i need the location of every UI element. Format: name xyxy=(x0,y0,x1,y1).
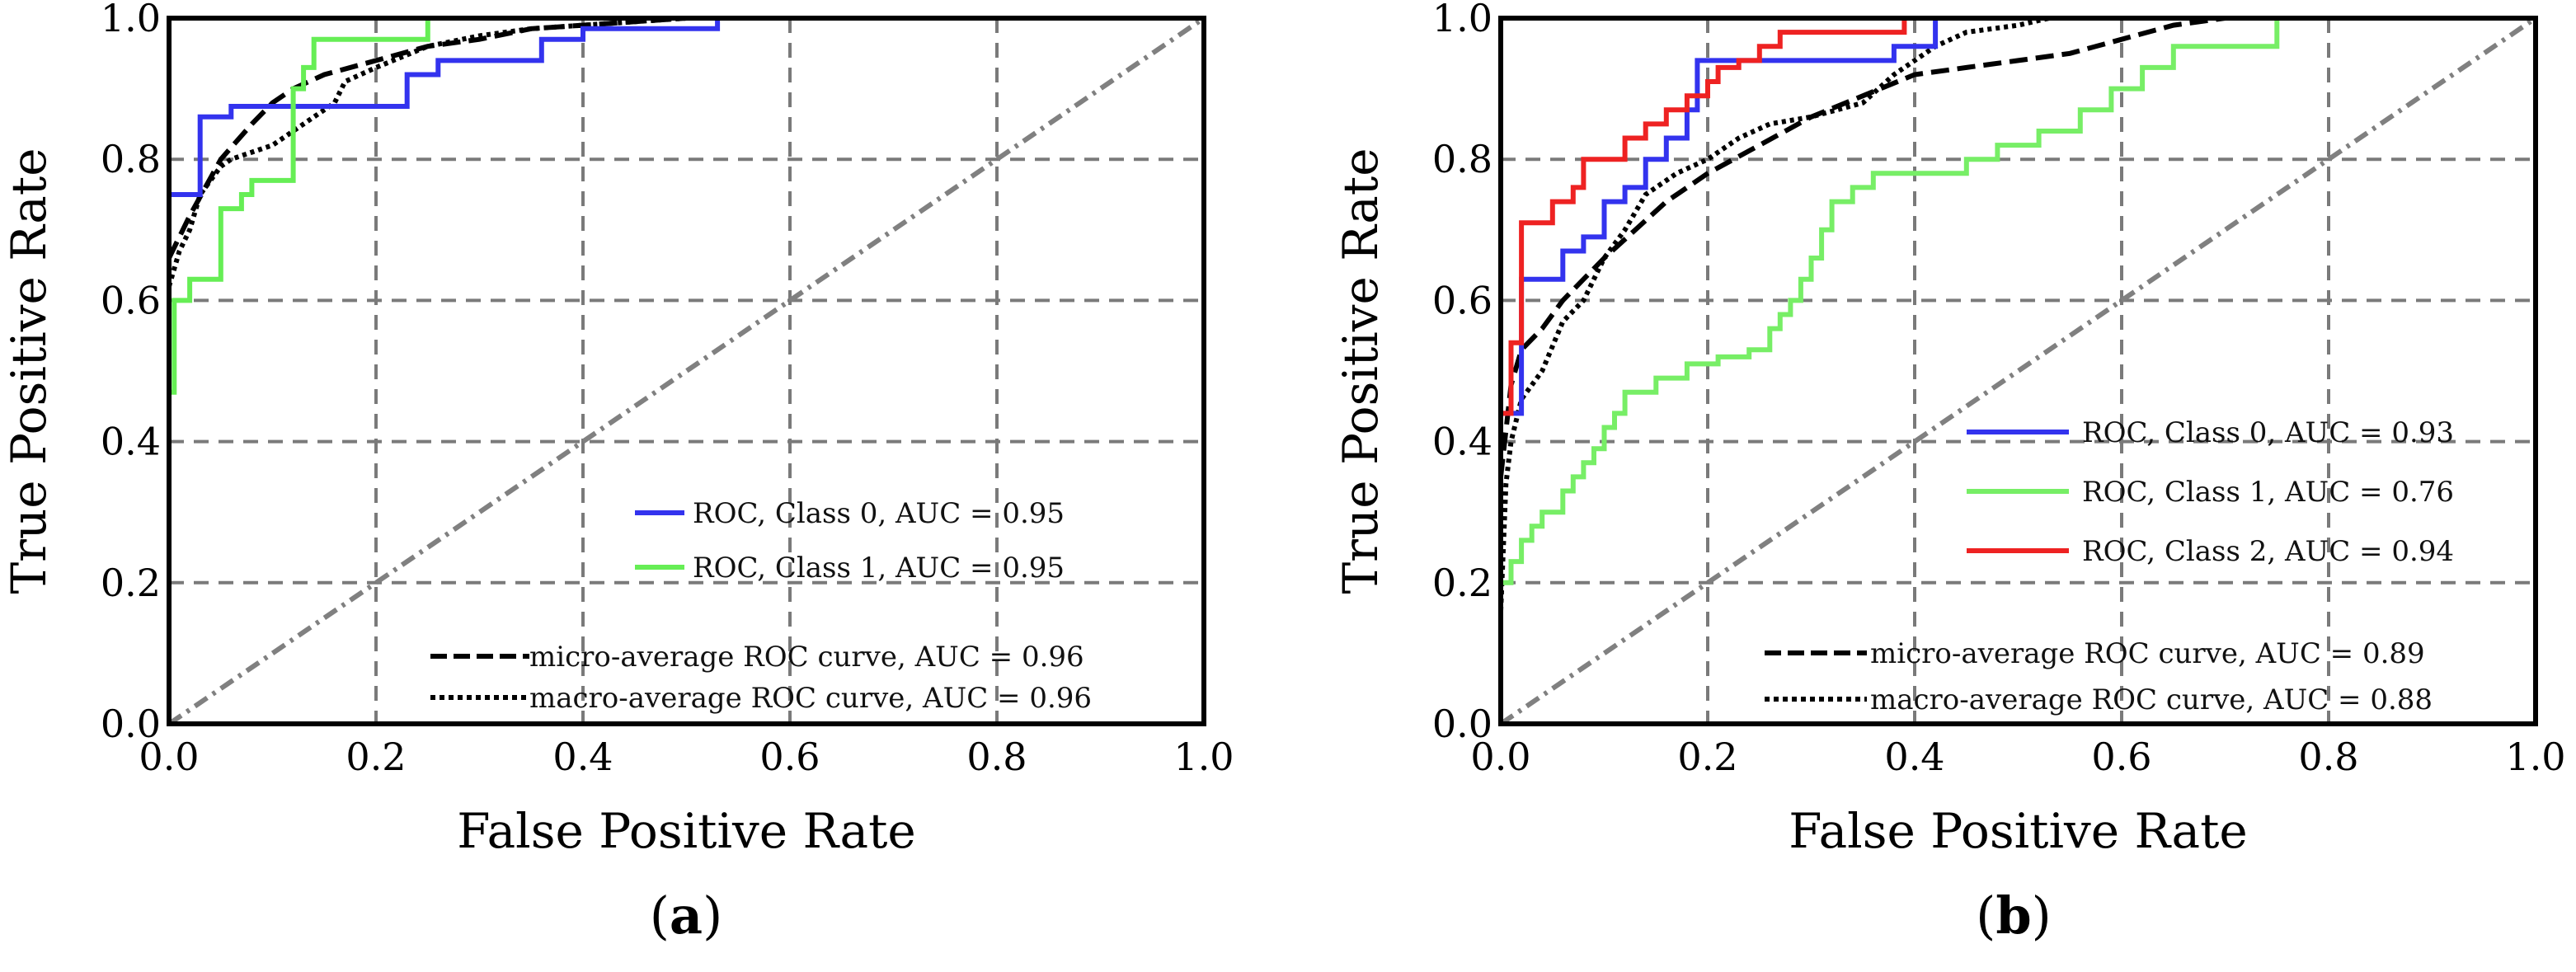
panel-caption: (b) xyxy=(1976,885,2052,946)
caption-letter: a xyxy=(670,885,703,946)
y-tick-label: 0.6 xyxy=(101,278,161,322)
x-tick-label: 0.8 xyxy=(966,735,1027,779)
roc-curve-2 xyxy=(1501,16,1936,724)
legend-label: ROC, Class 1, AUC = 0.95 xyxy=(693,552,1065,585)
x-tick-label: 0.4 xyxy=(552,735,613,779)
caption-paren-close: ) xyxy=(2032,885,2052,946)
roc-curve-3 xyxy=(1501,16,2226,477)
plot-frame xyxy=(167,16,1206,726)
roc-curve-0 xyxy=(169,18,721,724)
y-axis-label: True Positive Rate xyxy=(1,148,57,594)
roc-curve-4 xyxy=(1501,16,2050,612)
legend-label: ROC, Class 0, AUC = 0.93 xyxy=(2082,416,2454,449)
y-tick-label: 0.4 xyxy=(101,420,161,464)
legend-label: micro-average ROC curve, AUC = 0.89 xyxy=(1870,637,2425,670)
x-tick-label: 1.0 xyxy=(2505,735,2565,779)
y-tick-label: 0.0 xyxy=(1432,702,1492,746)
x-tick-label: 0.0 xyxy=(139,735,199,779)
roc-curve-1 xyxy=(1501,18,2280,724)
y-tick-label: 1.0 xyxy=(1432,0,1492,40)
panel-caption: (a) xyxy=(650,885,723,946)
legend: ROC, Class 0, AUC = 0.93 ROC, Class 1, AU… xyxy=(1765,416,2454,716)
y-axis-label: True Positive Rate xyxy=(1333,148,1389,594)
y-tick-label: 0.4 xyxy=(1432,420,1492,464)
x-tick-label: 0.6 xyxy=(2091,735,2151,779)
legend-label: macro-average ROC curve, AUC = 0.88 xyxy=(1870,683,2433,716)
chance-diagonal-line xyxy=(169,16,1204,724)
x-axis-label: False Positive Rate xyxy=(457,803,915,859)
y-tick-label: 1.0 xyxy=(101,0,161,40)
y-tick-label: 0.2 xyxy=(1432,561,1492,605)
y-tick-label: 0.8 xyxy=(1432,137,1492,181)
legend-label: micro-average ROC curve, AUC = 0.96 xyxy=(529,641,1084,674)
y-tick-label: 0.0 xyxy=(101,702,161,746)
legend-label: ROC, Class 2, AUC = 0.94 xyxy=(2082,535,2454,568)
roc-curve-3 xyxy=(169,16,687,288)
chart-panel-a: 0.0 0.2 0.4 0.6 0.8 1.0 0.0 0.2 0.4 0.6 0.8 1.0 Fals… xyxy=(1,0,1234,946)
chance-diagonal-line xyxy=(1501,16,2536,724)
legend: ROC, Class 0, AUC = 0.95 ROC, Class 1, AU… xyxy=(430,497,1092,715)
x-axis-label: False Positive Rate xyxy=(1789,803,2247,859)
x-tick-label: 0.2 xyxy=(1677,735,1737,779)
plot-frame xyxy=(1498,16,2538,726)
legend-label: macro-average ROC curve, AUC = 0.96 xyxy=(529,682,1092,715)
series-group xyxy=(1501,16,2536,724)
series-group xyxy=(169,16,1204,724)
legend-label: ROC, Class 0, AUC = 0.95 xyxy=(693,497,1065,530)
x-tick-label: 0.6 xyxy=(759,735,820,779)
y-tick-label: 0.6 xyxy=(1432,278,1492,322)
x-tick-label: 0.8 xyxy=(2298,735,2358,779)
roc-curve-1 xyxy=(169,16,583,724)
chart-panel-b: 0.0 0.2 0.4 0.6 0.8 1.0 0.0 0.2 0.4 0.6 0.8 1.0 Fals… xyxy=(1333,0,2566,946)
caption-paren-open: ( xyxy=(650,885,670,946)
x-tick-label: 1.0 xyxy=(1173,735,1234,779)
x-tick-label: 0.4 xyxy=(1884,735,1944,779)
caption-letter: b xyxy=(1995,885,2031,946)
roc-curve-0 xyxy=(1501,18,1939,724)
y-tick-label: 0.2 xyxy=(101,561,161,605)
x-tick-label: 0.0 xyxy=(1470,735,1530,779)
legend-label: ROC, Class 1, AUC = 0.76 xyxy=(2082,476,2454,509)
roc-curve-2 xyxy=(169,16,718,260)
caption-paren-close: ) xyxy=(703,885,722,946)
x-tick-label: 0.2 xyxy=(346,735,406,779)
caption-paren-open: ( xyxy=(1976,885,1995,946)
y-tick-label: 0.8 xyxy=(101,137,161,181)
